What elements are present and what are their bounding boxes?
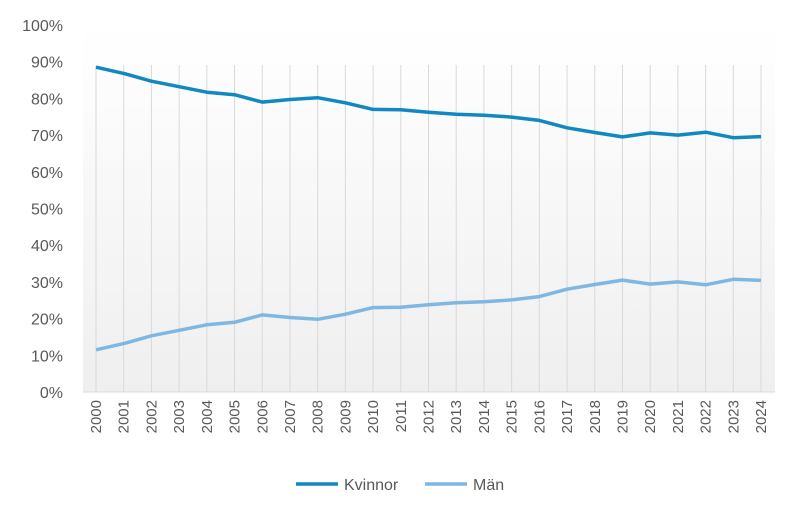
y-tick-label: 90% (31, 55, 63, 72)
x-tick-label: 2015 (504, 400, 521, 433)
x-tick-label: 2006 (254, 400, 271, 433)
x-tick-label: 2002 (143, 400, 160, 433)
y-tick-label: 50% (31, 202, 63, 219)
x-tick-label: 2008 (310, 400, 327, 433)
y-tick-label: 30% (31, 275, 63, 292)
x-tick-label: 2020 (642, 400, 659, 433)
x-tick-label: 2022 (698, 400, 715, 433)
x-tick-label: 2024 (753, 400, 770, 433)
x-tick-label: 2019 (614, 400, 631, 433)
x-tick-label: 2023 (725, 400, 742, 433)
x-tick-label: 2014 (476, 400, 493, 433)
y-tick-label: 0% (40, 385, 63, 402)
x-tick-label: 2010 (365, 400, 382, 433)
x-tick-label: 2001 (116, 400, 133, 433)
y-tick-label: 40% (31, 238, 63, 255)
legend-label: Män (473, 477, 504, 494)
y-tick-label: 80% (31, 91, 63, 108)
x-tick-label: 2009 (337, 400, 354, 433)
x-tick-label: 2016 (531, 400, 548, 433)
y-tick-label: 70% (31, 128, 63, 145)
x-tick-label: 2000 (88, 400, 105, 433)
x-tick-label: 2012 (421, 400, 438, 433)
x-tick-label: 2011 (393, 400, 410, 432)
x-tick-label: 2018 (587, 400, 604, 433)
x-tick-label: 2005 (227, 400, 244, 433)
x-tick-label: 2021 (670, 400, 687, 433)
y-tick-label: 20% (31, 312, 63, 329)
legend-label: Kvinnor (344, 477, 399, 494)
x-tick-label: 2017 (559, 400, 576, 433)
y-tick-label: 60% (31, 165, 63, 182)
x-tick-label: 2013 (448, 400, 465, 433)
y-tick-label: 10% (31, 348, 63, 365)
y-tick-label: 100% (22, 18, 63, 35)
x-tick-label: 2003 (171, 400, 188, 433)
x-tick-label: 2007 (282, 400, 299, 433)
x-tick-label: 2004 (199, 400, 216, 433)
